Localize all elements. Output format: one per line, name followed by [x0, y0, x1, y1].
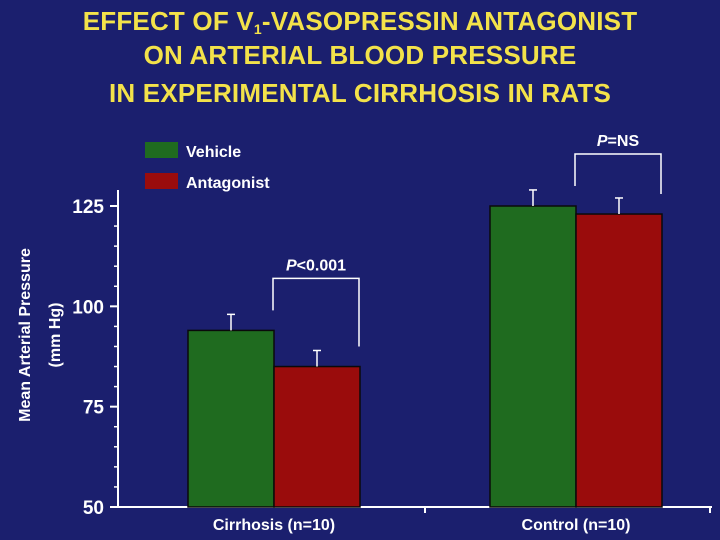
y-tick-label-125: 125: [72, 197, 104, 218]
legend-label-vehicle: Vehicle: [186, 144, 241, 161]
legend-swatch-vehicle: [145, 142, 178, 158]
y-tick-label-75: 75: [83, 398, 105, 419]
p-value-annotation-cirrhosis: P<0.001: [286, 257, 346, 274]
legend-swatch-antagonist: [145, 173, 178, 189]
chart-title-line-2: ON ARTERIAL BLOOD PRESSURE: [143, 40, 577, 70]
significance-bracket-0: [272, 277, 360, 347]
significance-bracket-1: [574, 153, 662, 194]
chart-title-line-3: IN EXPERIMENTAL CIRRHOSIS IN RATS: [108, 78, 612, 108]
legend-label-antagonist: Antagonist: [186, 175, 270, 192]
chart-title-line-1: EFFECT OF V1-VASOPRESSIN ANTAGONIST: [82, 6, 638, 37]
bar-antagonist-0: [273, 365, 361, 508]
y-axis-label-line-1: Mean Arterial Pressure: [17, 248, 34, 422]
bar-antagonist-1: [575, 213, 663, 508]
bar-vehicle-0: [187, 329, 275, 508]
x-category-label-cirrhosis: Cirrhosis (n=10): [213, 517, 335, 534]
y-tick-label-50: 50: [83, 498, 104, 519]
y-axis-label-line-2: (mm Hg): [47, 303, 64, 368]
x-category-label-control: Control (n=10): [522, 517, 631, 534]
p-value-annotation-control: P=NS: [597, 133, 640, 150]
y-tick-label-100: 100: [72, 297, 104, 318]
bar-vehicle-1: [489, 205, 577, 508]
